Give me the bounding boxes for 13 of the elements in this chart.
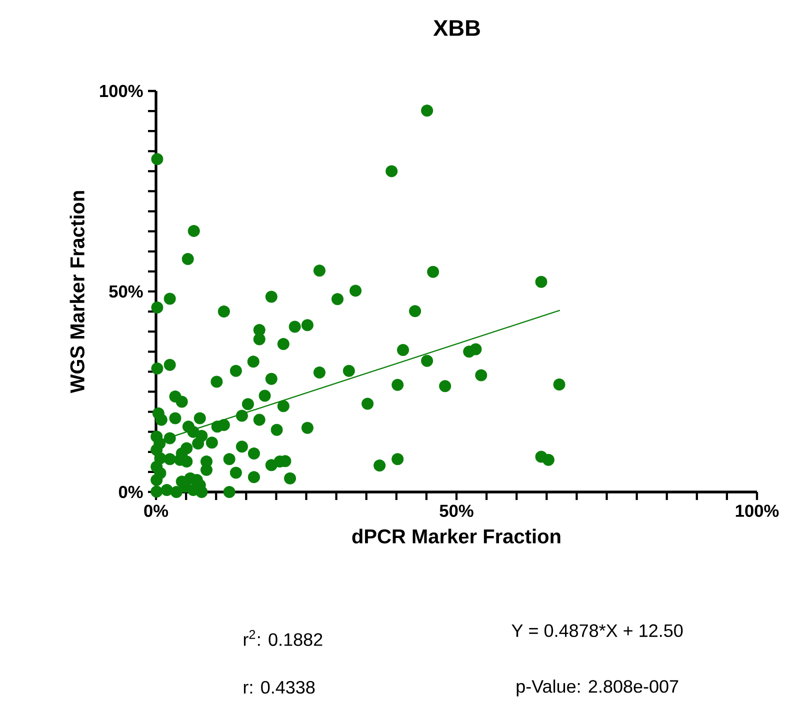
- text: r: 0.4338: [244, 680, 315, 694]
- text: p-Value: 2.808e-007: [516, 680, 678, 696]
- y-axis-title: WGS Marker Fraction: [70, 191, 84, 394]
- chart-title: XBB: [433, 20, 480, 36]
- text: Y = 0.4878*X + 12.50: [512, 624, 683, 638]
- x-axis-title: dPCR Marker Fraction: [352, 528, 560, 544]
- y-tick-label: 50%: [109, 285, 143, 298]
- x-tick-label: 0%: [144, 504, 168, 517]
- y-tick-label: 0%: [118, 486, 143, 498]
- text: r$^{2}$: 0.1882: [244, 630, 322, 646]
- y-tick-label: 100%: [100, 84, 143, 98]
- x-tick-label: 100%: [736, 504, 779, 517]
- x-tick-label: 50%: [440, 504, 474, 517]
